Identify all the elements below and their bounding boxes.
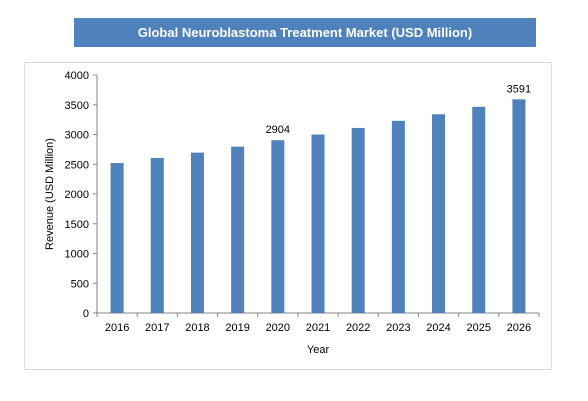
y-tick-label: 500 [71, 278, 89, 290]
y-tick-label: 0 [83, 308, 89, 320]
x-tick-label: 2024 [426, 322, 450, 334]
x-tick-label: 2018 [185, 322, 209, 334]
x-tick-label: 2023 [386, 322, 410, 334]
y-tick-label: 4000 [65, 70, 89, 82]
bars [110, 99, 526, 313]
bar-2024 [432, 114, 446, 313]
x-tick-label: 2016 [105, 322, 129, 334]
y-tick-label: 3000 [65, 130, 89, 142]
data-label-2026: 3591 [507, 83, 531, 95]
chart-title: Global Neuroblastoma Treatment Market (U… [74, 18, 536, 47]
bar-2016 [110, 163, 124, 313]
y-tick-label: 1000 [65, 249, 89, 261]
bar-2025 [472, 106, 486, 313]
x-tick-label: 2020 [266, 322, 290, 334]
x-ticks: 2016 2017 2018 2019 2020 2021 2022 2023 2024 2025… [96, 313, 540, 334]
bar-2019 [231, 146, 245, 313]
bar-2022 [351, 127, 365, 313]
x-tick-label: 2021 [306, 322, 330, 334]
bar-2023 [391, 120, 405, 313]
x-tick-label: 2019 [225, 322, 249, 334]
x-tick-label: 2025 [466, 322, 490, 334]
chart-frame: 0 500 1000 1500 2000 2500 3000 3500 4000 2016 201… [24, 62, 552, 370]
bar-2017 [150, 158, 164, 313]
x-axis-title: Year [307, 344, 330, 356]
bar-2026 [512, 99, 526, 313]
data-label-2020: 2904 [266, 124, 290, 136]
data-labels: 2904 3591 [266, 83, 532, 136]
x-tick-label: 2026 [507, 322, 531, 334]
y-tick-label: 2500 [65, 159, 89, 171]
y-tick-label: 2000 [65, 189, 89, 201]
y-axis-title: Revenue (USD Million) [44, 138, 56, 250]
bar-2021 [311, 134, 325, 313]
y-tick-label: 3500 [65, 100, 89, 112]
y-tick-label: 1500 [65, 219, 89, 231]
x-tick-label: 2017 [145, 322, 169, 334]
y-ticks: 0 500 1000 1500 2000 2500 3000 3500 4000 [65, 70, 97, 320]
x-tick-label: 2022 [346, 322, 370, 334]
bar-2020 [271, 140, 285, 313]
bar-2018 [190, 152, 204, 313]
